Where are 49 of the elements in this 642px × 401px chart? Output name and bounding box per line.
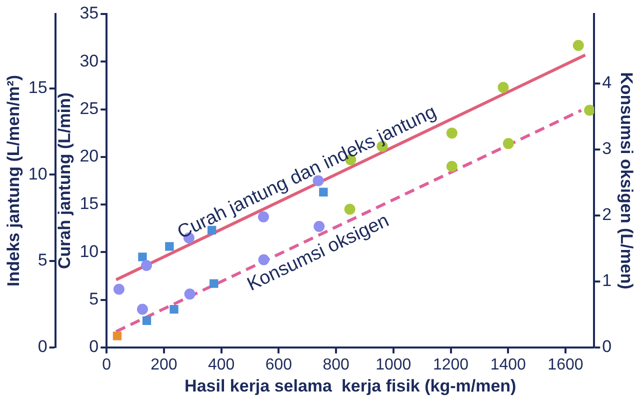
point [446,128,458,139]
point [140,260,152,271]
y2-tick-label: 0 [602,337,612,356]
y3-tick-label: 10 [28,164,48,184]
x-tick-label: 0 [102,356,112,374]
x-axis-title: Hasil kerja selama kerja fisik (kg-m/men) [184,376,516,396]
y-tick-label: 35 [80,4,99,23]
y-tick-label: 20 [80,146,99,166]
y-tick-label: 10 [80,242,99,261]
y-tick-label: 30 [80,51,99,70]
point [112,332,122,340]
x-tick-label: 600 [265,356,292,374]
point [498,82,509,93]
y2-tick-label: 3 [602,139,612,158]
point [584,104,594,116]
point [502,138,514,150]
y-tick-label: 25 [80,98,99,118]
y2-axis-title: Konsumsi oksigen (L/men) [617,72,636,290]
y-tick-label: 0 [89,337,99,356]
point [142,316,152,326]
y3-tick-label: 5 [38,250,48,270]
y3-axis-title: Indeks jantung (L/men/m²) [4,74,23,286]
y3-tick-label: 15 [28,78,48,97]
x-tick-label: 400 [208,356,235,374]
point [344,204,356,215]
y-tick-label: 15 [80,194,99,214]
x-tick-label: 200 [150,356,178,374]
point [170,304,178,314]
x-tick-label: 1200 [432,356,469,374]
point [210,279,218,288]
point [113,284,124,295]
point [138,252,147,262]
point [165,242,174,251]
y2-tick-label: 2 [602,205,612,224]
point [314,220,325,232]
y2-tick-label: 1 [602,271,612,290]
y2-tick-label: 4 [602,73,612,92]
point [184,288,196,300]
point [136,304,148,315]
point [319,188,328,196]
point [446,160,458,172]
y3-tick-label: 0 [38,337,48,356]
point [572,40,584,51]
y-axis-title: Curah jantung (L/min) [55,92,74,269]
x-tick-label: 1600 [548,356,584,374]
x-tick-label: 800 [322,356,350,374]
x-tick-label: 1000 [376,356,412,374]
y-tick-label: 5 [89,289,99,308]
x-tick-label: 1400 [490,356,526,374]
